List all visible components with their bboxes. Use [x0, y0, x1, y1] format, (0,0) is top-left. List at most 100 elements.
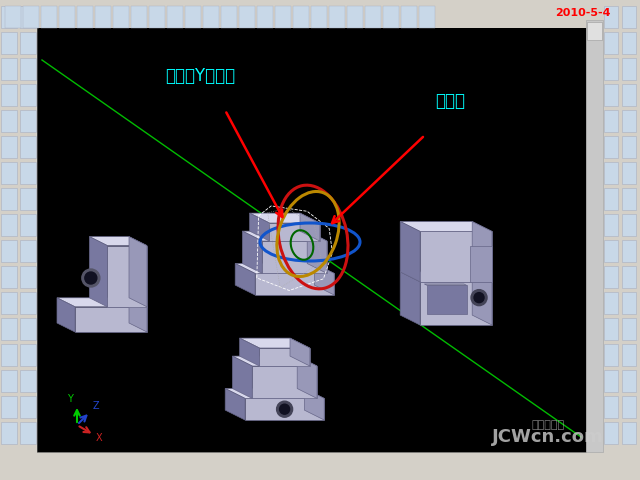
Text: 旋转轴: 旋转轴	[435, 92, 465, 110]
Bar	[604, 292, 618, 314]
Bar	[0, 0, 640, 28]
Bar	[383, 6, 399, 28]
Bar	[293, 6, 309, 28]
Bar	[20, 110, 36, 132]
Bar	[622, 162, 636, 184]
Circle shape	[471, 289, 487, 306]
Bar	[622, 6, 636, 28]
Bar	[365, 6, 381, 28]
Bar	[1, 6, 17, 28]
Bar	[221, 6, 237, 28]
Polygon shape	[400, 221, 492, 231]
Bar	[1, 396, 17, 418]
Bar	[604, 422, 618, 444]
Bar	[20, 266, 36, 288]
Bar	[604, 162, 618, 184]
Bar	[20, 32, 36, 54]
Polygon shape	[259, 348, 310, 366]
Polygon shape	[420, 282, 492, 325]
Polygon shape	[255, 274, 334, 295]
Bar	[41, 6, 57, 28]
Polygon shape	[90, 237, 147, 246]
Bar	[20, 344, 36, 366]
Circle shape	[280, 404, 290, 414]
Bar	[1, 292, 17, 314]
Bar	[622, 136, 636, 158]
Bar	[1, 240, 17, 262]
Text: X: X	[96, 433, 102, 443]
Bar	[1, 318, 17, 340]
Bar	[603, 0, 640, 480]
Bar	[275, 6, 291, 28]
Circle shape	[85, 272, 97, 284]
Polygon shape	[239, 338, 310, 348]
Polygon shape	[129, 237, 147, 307]
Bar	[311, 6, 327, 28]
Bar	[0, 475, 640, 480]
Bar	[622, 84, 636, 106]
Text: 指定沿Y轴旋转: 指定沿Y轴旋转	[165, 67, 235, 85]
Polygon shape	[232, 356, 317, 366]
Bar	[1, 214, 17, 236]
Polygon shape	[243, 231, 262, 274]
Bar	[20, 136, 36, 158]
Bar	[604, 370, 618, 392]
Bar	[622, 32, 636, 54]
Bar	[604, 32, 618, 54]
Polygon shape	[225, 388, 245, 420]
Bar	[149, 6, 165, 28]
Bar	[604, 136, 618, 158]
Polygon shape	[290, 338, 310, 366]
Bar	[20, 240, 36, 262]
Polygon shape	[232, 356, 252, 398]
Bar	[20, 422, 36, 444]
Bar	[604, 110, 618, 132]
Bar	[113, 6, 129, 28]
Text: 中国教视网: 中国教视网	[531, 420, 564, 430]
Bar	[1, 32, 17, 54]
Bar	[622, 214, 636, 236]
Bar	[604, 344, 618, 366]
Bar	[622, 240, 636, 262]
Bar	[131, 6, 147, 28]
Polygon shape	[472, 221, 492, 282]
Polygon shape	[472, 272, 492, 325]
Bar	[622, 396, 636, 418]
Bar	[604, 214, 618, 236]
Bar	[1, 110, 17, 132]
Bar	[622, 318, 636, 340]
Bar	[20, 84, 36, 106]
Polygon shape	[250, 213, 269, 241]
Bar	[1, 344, 17, 366]
Bar	[20, 6, 36, 28]
Bar	[167, 6, 183, 28]
Bar	[604, 240, 618, 262]
Bar	[419, 6, 435, 28]
Polygon shape	[420, 231, 492, 282]
Bar	[604, 84, 618, 106]
Polygon shape	[236, 264, 334, 274]
Polygon shape	[297, 356, 317, 398]
Bar	[604, 266, 618, 288]
Polygon shape	[428, 286, 467, 314]
Bar	[622, 344, 636, 366]
Polygon shape	[236, 264, 255, 295]
Bar	[37, 20, 586, 452]
Bar	[604, 6, 618, 28]
Polygon shape	[75, 307, 147, 332]
Bar	[622, 188, 636, 210]
Bar	[604, 396, 618, 418]
Polygon shape	[400, 221, 420, 282]
Polygon shape	[400, 272, 420, 325]
Bar	[622, 58, 636, 80]
Polygon shape	[470, 246, 492, 282]
Bar	[1, 266, 17, 288]
Polygon shape	[269, 223, 320, 241]
Bar	[1, 84, 17, 106]
Bar	[622, 266, 636, 288]
Polygon shape	[424, 284, 467, 286]
Polygon shape	[243, 231, 327, 241]
Polygon shape	[57, 298, 75, 332]
Bar	[23, 6, 39, 28]
Bar	[59, 6, 75, 28]
